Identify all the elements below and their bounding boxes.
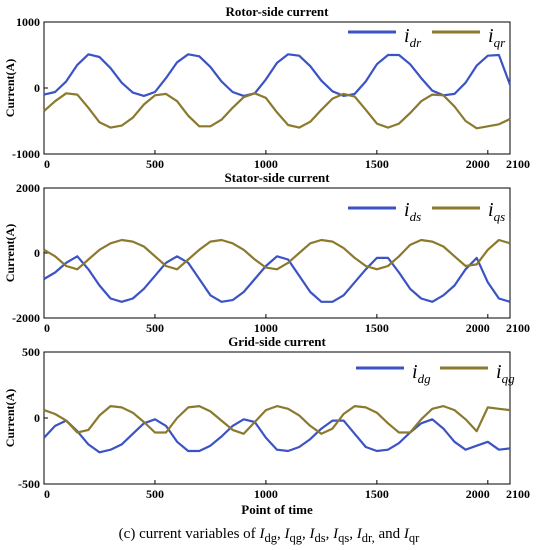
chart3-series-qg [43, 405, 511, 435]
chart3-series-dg [43, 418, 511, 454]
chart2-series-ds [43, 255, 511, 303]
chart3-y-axis-label: Current(A) [3, 389, 17, 447]
chart1-axes-box [43, 21, 511, 155]
chart1-x-tick-label: 0 [44, 157, 50, 171]
chart3-legend-label-qg: iqg [496, 361, 515, 386]
chart2-title: Stator-side current [224, 170, 330, 185]
caption-term-3: Iqs [333, 526, 350, 545]
chart3-y-tick-label: 500 [22, 345, 40, 359]
chart2-x-tick-label: 2000 [466, 321, 490, 335]
chart3-x-tick-label: 2000 [466, 487, 490, 501]
chart3-x-tick-label: 1500 [365, 487, 389, 501]
chart2-legend-label-qs: iqs [488, 199, 505, 224]
chart3-y-tick-label: -500 [18, 477, 40, 491]
chart1-y-axis-label: Current(A) [3, 59, 17, 117]
chart3-legend-label-dg: idg [412, 361, 431, 386]
chart1-legend-label-dr: idr [404, 25, 422, 50]
chart3-x-tick-label: 1000 [254, 487, 278, 501]
chart1-x-tick-label: 1000 [254, 157, 278, 171]
chart1-x-tick-label: 2100 [506, 157, 530, 171]
chart2-y-tick-label: -2000 [12, 311, 40, 325]
chart1-y-tick-label: -1000 [12, 147, 40, 161]
chart3-x-tick-label: 2100 [506, 487, 530, 501]
caption-prefix: (c) current variables of [118, 526, 256, 542]
chart3-x-tick-label: 0 [44, 487, 50, 501]
chart3-y-tick-label: 0 [34, 411, 40, 425]
chart3-title: Grid-side current [228, 334, 326, 349]
chart2-x-tick-label: 0 [44, 321, 50, 335]
chart1-legend-label-qr: iqr [488, 25, 506, 50]
chart1-x-tick-label: 500 [146, 157, 164, 171]
chart2-y-axis-label: Current(A) [3, 224, 17, 282]
chart3-x-axis-label: Point of time [241, 502, 313, 517]
chart1-x-tick-label: 2000 [466, 157, 490, 171]
chart3-x-tick-label: 500 [146, 487, 164, 501]
chart1-series-qr [43, 92, 511, 130]
caption-term-4: Idr, [356, 526, 375, 545]
chart2-y-tick-label: 2000 [16, 181, 40, 195]
caption-term-0: Idg [259, 526, 277, 545]
caption-term-2: Ids [309, 526, 326, 545]
chart1-y-tick-label: 0 [34, 81, 40, 95]
caption-term-1: Iqg [284, 526, 302, 545]
chart2-y-tick-label: 0 [34, 246, 40, 260]
chart2-x-tick-label: 2100 [506, 321, 530, 335]
chart2-x-tick-label: 1000 [254, 321, 278, 335]
chart2-x-tick-label: 500 [146, 321, 164, 335]
chart2-legend-label-ds: ids [404, 199, 421, 224]
figure-caption: (c) current variables of Idg, Iqg, Ids, … [0, 526, 538, 546]
caption-terms: Idg, Iqg, Ids, Iqs, Idr, and Iqr [259, 526, 420, 545]
chart2-x-tick-label: 1500 [365, 321, 389, 335]
chart1-title: Rotor-side current [226, 4, 330, 19]
chart1-y-tick-label: 1000 [16, 15, 40, 29]
caption-term-5: Iqr [403, 526, 420, 545]
chart2-series-qs [43, 238, 511, 271]
chart3-axes-box [43, 351, 511, 485]
chart1-x-tick-label: 1500 [365, 157, 389, 171]
chart1-series-dr [43, 53, 512, 98]
